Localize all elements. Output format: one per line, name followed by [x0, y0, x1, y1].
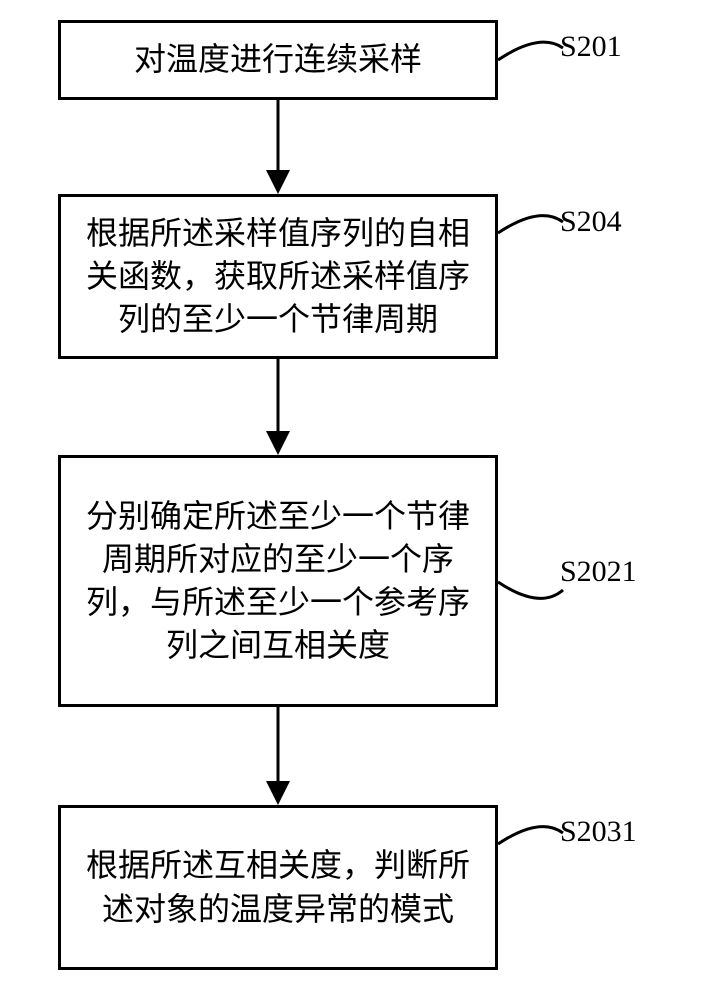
flow-node-4-text: 根据所述互相关度，判断所述对象的温度异常的模式: [75, 844, 481, 930]
flow-node-3-label: S2021: [560, 555, 637, 589]
flowchart-container: 对温度进行连续采样 S201 根据所述采样值序列的自相关函数，获取所述采样值序列…: [0, 0, 708, 1000]
flow-node-3: 分别确定所述至少一个节律周期所对应的至少一个序列，与所述至少一个参考序列之间互相…: [58, 455, 498, 707]
flow-node-3-text: 分别确定所述至少一个节律周期所对应的至少一个序列，与所述至少一个参考序列之间互相…: [75, 495, 481, 668]
flow-node-2: 根据所述采样值序列的自相关函数，获取所述采样值序列的至少一个节律周期: [58, 194, 498, 359]
flow-node-4-label: S2031: [560, 815, 637, 849]
flow-node-2-text: 根据所述采样值序列的自相关函数，获取所述采样值序列的至少一个节律周期: [75, 212, 481, 342]
flow-node-1-label: S201: [560, 30, 622, 64]
flow-node-2-label: S204: [560, 205, 622, 239]
flow-node-1: 对温度进行连续采样: [58, 20, 498, 100]
flow-node-1-text: 对温度进行连续采样: [134, 38, 422, 81]
flow-node-4: 根据所述互相关度，判断所述对象的温度异常的模式: [58, 805, 498, 970]
